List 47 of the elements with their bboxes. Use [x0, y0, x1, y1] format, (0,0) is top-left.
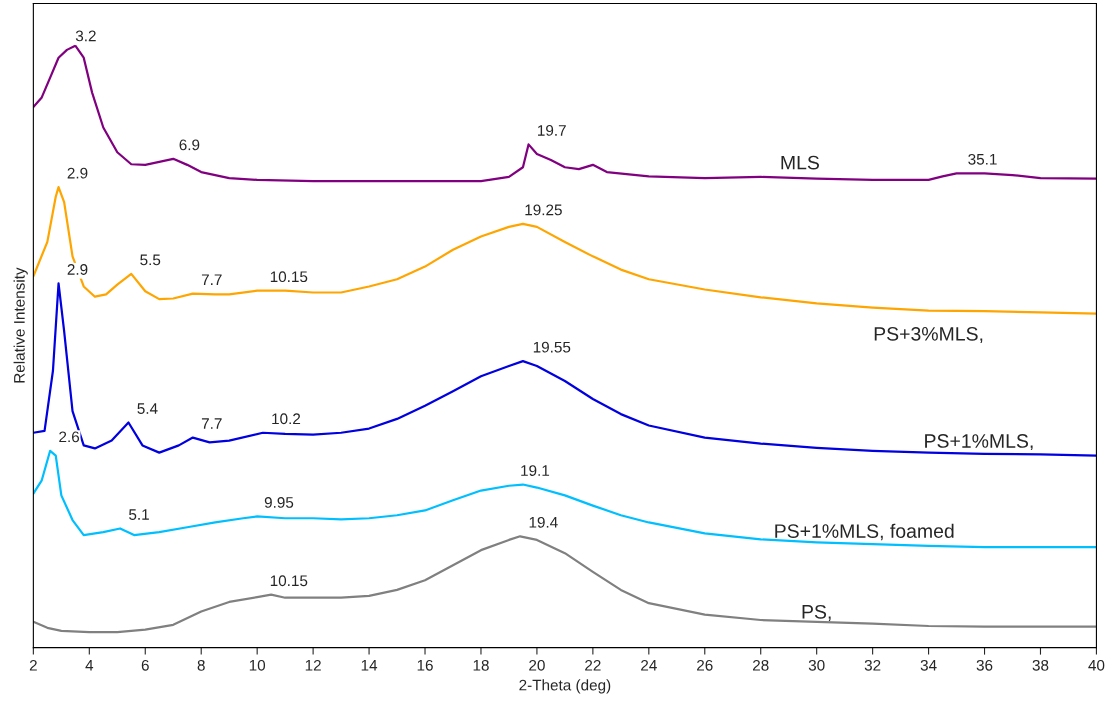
annotation: 35.1 — [968, 153, 997, 165]
annotation: 19.1 — [521, 465, 550, 476]
annotation: 5.1 — [129, 509, 149, 520]
series-label: PS+1%MLS, foamed — [775, 523, 954, 541]
annotation: 19.55 — [533, 341, 571, 353]
annotation: 10.2 — [272, 413, 301, 425]
series-label: MLS — [781, 155, 819, 170]
x-tick-label: 14 — [361, 660, 378, 671]
x-tick-label: 22 — [585, 659, 601, 671]
x-tick-label: 38 — [1032, 659, 1049, 671]
annotation: 19.7 — [538, 125, 566, 136]
annotation: 19.4 — [529, 516, 558, 528]
series-label: PS+3%MLS, — [874, 327, 983, 344]
x-tick-label: 2 — [29, 659, 37, 671]
annotation: 5.5 — [140, 254, 161, 266]
annotation: 3.2 — [75, 30, 96, 42]
y-axis-title: Relative Intensity — [13, 267, 28, 383]
series-label: PS, — [802, 604, 831, 621]
annotation: 2.6 — [59, 431, 80, 443]
annotation: 19.25 — [525, 204, 562, 216]
x-tick-label: 16 — [417, 659, 433, 671]
annotation: 10.15 — [270, 271, 308, 283]
x-tick-label: 40 — [1088, 659, 1105, 671]
series-label: PS+1%MLS, — [925, 434, 1033, 451]
annotation: 7.7 — [201, 274, 222, 285]
annotation: 9.95 — [264, 497, 294, 508]
annotation: 7.7 — [201, 418, 222, 429]
x-tick-label: 36 — [976, 659, 993, 671]
x-axis-title: 2-Theta (deg) — [519, 679, 611, 694]
x-tick-label: 20 — [529, 659, 545, 671]
x-tick-label: 12 — [305, 659, 321, 671]
x-tick-label: 24 — [641, 659, 657, 671]
annotation: 2.9 — [67, 167, 88, 179]
x-tick-label: 18 — [473, 659, 489, 671]
x-tick-label: 28 — [753, 659, 769, 671]
x-tick-label: 4 — [85, 660, 94, 671]
x-tick-label: 10 — [249, 659, 266, 671]
annotation: 5.4 — [137, 403, 158, 414]
x-tick-label: 32 — [864, 659, 881, 671]
annotation: 10.15 — [270, 575, 308, 587]
x-tick-label: 6 — [141, 659, 149, 671]
x-tick-label: 30 — [808, 659, 825, 671]
x-tick-label: 34 — [920, 659, 937, 671]
x-tick-label: 8 — [197, 659, 205, 671]
x-tick-label: 26 — [697, 659, 713, 671]
annotation: 2.9 — [67, 264, 88, 275]
annotation: 6.9 — [179, 139, 200, 151]
